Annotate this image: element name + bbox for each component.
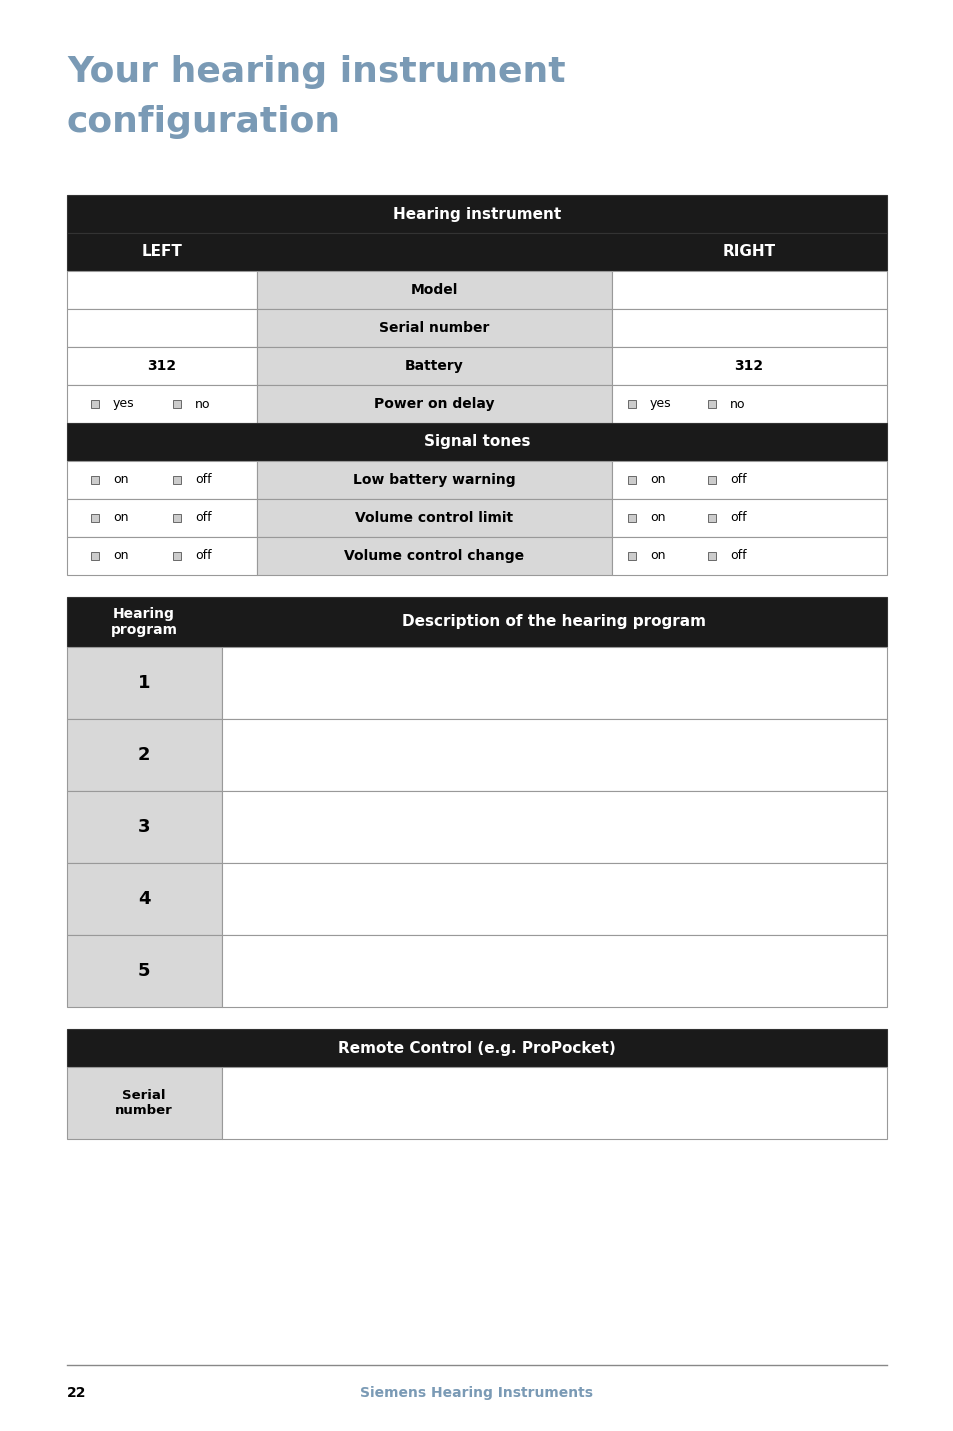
Bar — [67, 424, 886, 461]
Text: on: on — [112, 511, 129, 525]
Bar — [67, 270, 256, 309]
Text: configuration: configuration — [67, 104, 341, 139]
Bar — [67, 346, 256, 385]
Text: 4: 4 — [137, 890, 150, 909]
Bar — [67, 934, 222, 1007]
Text: off: off — [194, 550, 212, 562]
Bar — [67, 385, 256, 424]
Text: 3: 3 — [137, 819, 150, 836]
Bar — [222, 647, 886, 718]
Bar — [612, 309, 886, 346]
Text: off: off — [194, 474, 212, 487]
Text: on: on — [112, 474, 129, 487]
Bar — [67, 537, 256, 575]
Text: Signal tones: Signal tones — [423, 435, 530, 449]
Bar — [67, 1068, 222, 1139]
Text: Serial number: Serial number — [378, 321, 489, 335]
Text: Low battery warning: Low battery warning — [353, 474, 515, 487]
Bar — [67, 863, 222, 934]
Bar — [67, 1029, 886, 1068]
Text: on: on — [649, 550, 665, 562]
Text: off: off — [194, 511, 212, 525]
Bar — [222, 791, 886, 863]
Bar — [612, 461, 886, 499]
Bar — [612, 385, 886, 424]
Bar — [256, 537, 612, 575]
Bar — [67, 461, 256, 499]
Text: Power on delay: Power on delay — [374, 396, 494, 411]
Text: Hearing instrument: Hearing instrument — [393, 206, 560, 222]
Bar — [256, 270, 612, 309]
Text: 312: 312 — [148, 359, 176, 373]
Text: 1: 1 — [137, 674, 150, 693]
Bar — [67, 597, 886, 647]
Text: Model: Model — [410, 283, 457, 298]
Bar — [91, 401, 99, 408]
Bar — [91, 552, 99, 560]
Bar — [256, 385, 612, 424]
Text: Volume control change: Volume control change — [344, 550, 523, 562]
Bar — [172, 514, 181, 522]
Text: on: on — [649, 511, 665, 525]
Text: 312: 312 — [734, 359, 762, 373]
Bar — [612, 346, 886, 385]
Text: no: no — [194, 398, 211, 411]
Bar — [222, 718, 886, 791]
Text: yes: yes — [649, 398, 671, 411]
Text: Battery: Battery — [404, 359, 463, 373]
Text: LEFT: LEFT — [141, 245, 182, 259]
Bar — [67, 499, 256, 537]
Text: Hearing
program: Hearing program — [111, 607, 177, 637]
Text: 2: 2 — [137, 746, 150, 764]
Text: Serial
number: Serial number — [115, 1089, 172, 1118]
Bar — [256, 499, 612, 537]
Bar — [172, 552, 181, 560]
Text: Your hearing instrument: Your hearing instrument — [67, 54, 565, 89]
Text: Remote Control (e.g. ProPocket): Remote Control (e.g. ProPocket) — [337, 1040, 616, 1056]
Bar — [627, 401, 636, 408]
Text: no: no — [729, 398, 744, 411]
Bar — [67, 791, 222, 863]
Bar — [627, 552, 636, 560]
Text: off: off — [729, 474, 746, 487]
Bar — [612, 537, 886, 575]
Bar — [67, 195, 886, 233]
Text: Description of the hearing program: Description of the hearing program — [401, 614, 705, 630]
Bar — [627, 514, 636, 522]
Bar — [612, 499, 886, 537]
Bar — [91, 477, 99, 484]
Bar — [67, 309, 256, 346]
Text: yes: yes — [112, 398, 134, 411]
Text: on: on — [649, 474, 665, 487]
Bar — [222, 934, 886, 1007]
Bar — [67, 647, 222, 718]
Text: on: on — [112, 550, 129, 562]
Text: 5: 5 — [137, 962, 150, 980]
Bar — [222, 1068, 886, 1139]
Bar — [707, 477, 716, 484]
Text: off: off — [729, 511, 746, 525]
Text: 22: 22 — [67, 1387, 87, 1400]
Bar — [707, 552, 716, 560]
Bar — [91, 514, 99, 522]
Bar — [707, 401, 716, 408]
Text: RIGHT: RIGHT — [721, 245, 775, 259]
Bar — [256, 346, 612, 385]
Bar — [172, 401, 181, 408]
Text: off: off — [729, 550, 746, 562]
Bar — [67, 233, 886, 270]
Bar — [612, 270, 886, 309]
Bar — [67, 718, 222, 791]
Bar — [627, 477, 636, 484]
Bar — [256, 461, 612, 499]
Text: Siemens Hearing Instruments: Siemens Hearing Instruments — [360, 1387, 593, 1400]
Bar — [256, 309, 612, 346]
Bar — [222, 863, 886, 934]
Text: Volume control limit: Volume control limit — [355, 511, 513, 525]
Bar — [707, 514, 716, 522]
Bar — [172, 477, 181, 484]
